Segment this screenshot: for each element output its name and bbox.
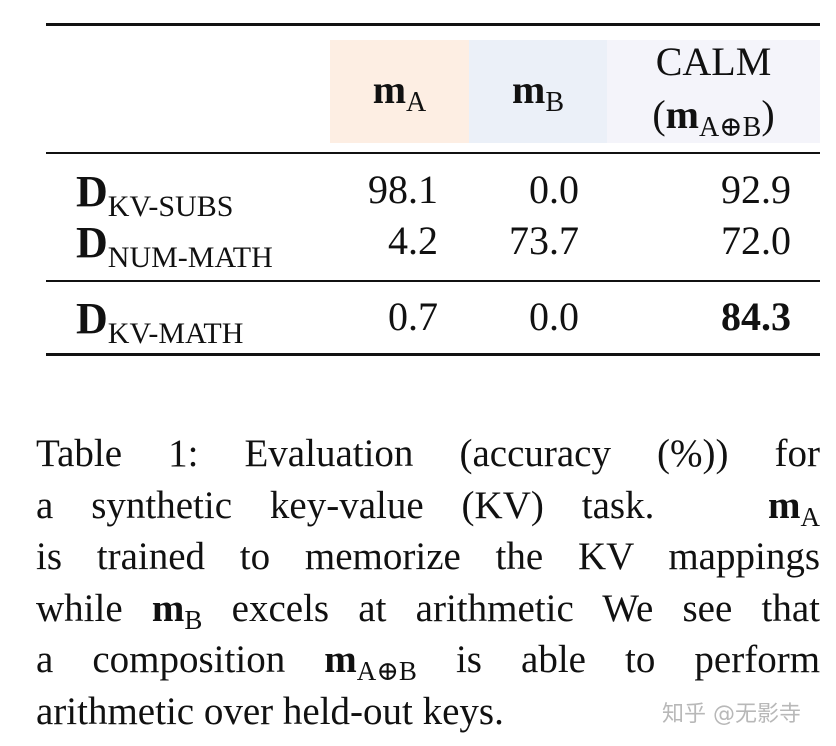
caption-line-5: a composition mA⊕B is able to perform (36, 638, 821, 686)
cell-r3-mb: 0.0 (529, 294, 579, 339)
header-calm-title: CALM (655, 39, 772, 84)
row-label-kv-subs: DKV-SUBS (76, 167, 234, 223)
header-rule (46, 152, 820, 154)
caption-line-6: arithmetic over held-out keys. (36, 689, 504, 733)
table-caption: Table 1: Evaluation (accuracy (%)) for a… (36, 428, 820, 737)
row-label-num-math: DNUM-MATH (76, 218, 273, 274)
cell-r1-mb: 0.0 (529, 167, 579, 212)
header-ma: mA (372, 67, 427, 118)
top-rule (46, 23, 820, 26)
caption-line-2: a synthetic key-value (KV) task. mA (36, 483, 821, 532)
cell-r2-calm: 72.0 (721, 218, 791, 263)
cell-r2-ma: 4.2 (388, 218, 438, 263)
header-bg-ma (330, 40, 469, 143)
header-bg-calm (607, 40, 820, 143)
cell-r1-calm: 92.9 (721, 167, 791, 212)
caption-line-3: is trained to memorize the KV mappings (36, 535, 820, 578)
mid-rule (46, 280, 820, 282)
header-bg-mb (469, 40, 607, 143)
header-mb: mB (511, 67, 564, 118)
caption-line-4: while mB excels at arithmetic We see tha… (36, 586, 821, 635)
row-label-kv-math: DKV-MATH (76, 294, 244, 350)
bottom-rule (46, 353, 820, 356)
cell-r1-ma: 98.1 (368, 167, 438, 212)
header-calm-sub: (mA⊕B) (652, 92, 775, 143)
cell-r3-ma: 0.7 (388, 294, 438, 339)
watermark: 知乎 @无影寺 (662, 702, 801, 727)
caption-line-1: Table 1: Evaluation (accuracy (%)) for (36, 432, 820, 475)
cell-r3-calm: 84.3 (721, 294, 791, 339)
cell-r2-mb: 73.7 (509, 218, 579, 263)
